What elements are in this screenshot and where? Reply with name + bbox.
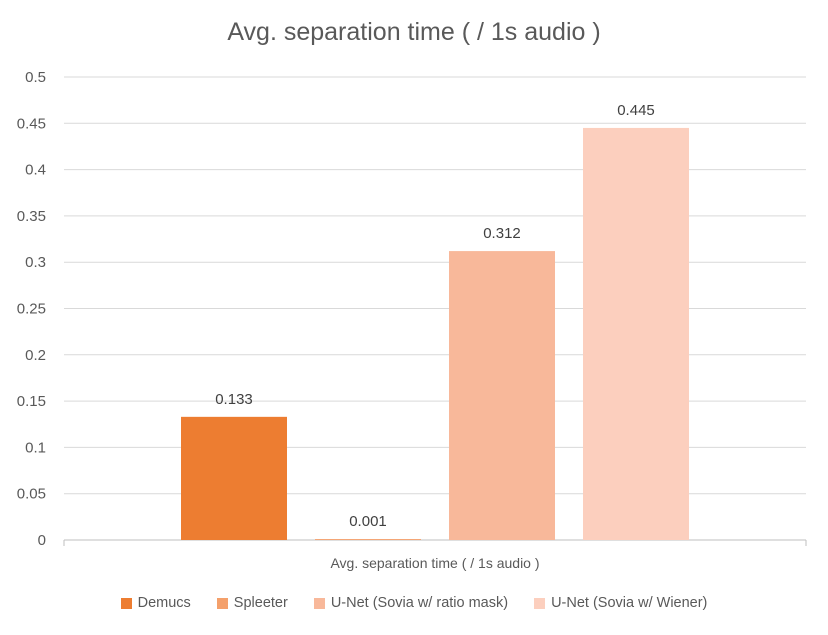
data-label: 0.312: [483, 225, 521, 242]
y-tick-label: 0.3: [25, 254, 46, 271]
legend-label: U-Net (Sovia w/ Wiener): [551, 595, 708, 611]
data-label: 0.001: [349, 513, 387, 530]
legend-item: Spleeter: [216, 595, 288, 611]
legend-label: U-Net (Sovia w/ ratio mask): [330, 595, 509, 611]
y-tick-label: 0.1: [25, 439, 46, 456]
legend: Demucs Spleeter U-Net (Sovia w/ ratio mask…: [0, 595, 828, 611]
y-tick-label: 0.4: [25, 162, 46, 179]
y-axis: 0 0.05 0.1 0.15 0.2 0.25 0.3 0.35 0.4 0.45 0.5: [17, 69, 46, 549]
legend-swatch: [120, 597, 132, 609]
bar-2: [315, 539, 421, 540]
legend-swatch: [216, 597, 228, 609]
data-labels: 0.133 0.001 0.312 0.445: [215, 102, 655, 530]
bars: [181, 127, 689, 541]
data-label: 0.445: [617, 102, 655, 119]
category-label: Avg. separation time ( / 1s audio ): [330, 555, 539, 571]
y-tick-label: 0.5: [25, 69, 46, 86]
bar-3: [449, 251, 555, 540]
legend-swatch: [313, 597, 325, 609]
legend-label: Spleeter: [233, 595, 288, 611]
legend-swatch: [534, 597, 546, 609]
gridlines: [63, 76, 807, 546]
bar-1: [181, 416, 287, 540]
data-label: 0.133: [215, 391, 253, 408]
y-tick-label: 0.2: [25, 347, 46, 364]
bar-4: [583, 127, 689, 541]
y-tick-label: 0.35: [17, 208, 46, 225]
y-tick-label: 0: [38, 532, 46, 549]
legend-item: U-Net (Sovia w/ ratio mask): [313, 595, 509, 611]
y-tick-label: 0.05: [17, 486, 46, 503]
y-tick-label: 0.45: [17, 115, 46, 132]
legend-item: U-Net (Sovia w/ Wiener): [534, 595, 707, 611]
y-tick-label: 0.25: [17, 301, 46, 318]
legend-item: Demucs: [120, 595, 191, 611]
y-tick-label: 0.15: [17, 393, 46, 410]
chart-title: Avg. separation time ( / 1s audio ): [227, 18, 601, 46]
legend-label: Demucs: [137, 595, 191, 611]
